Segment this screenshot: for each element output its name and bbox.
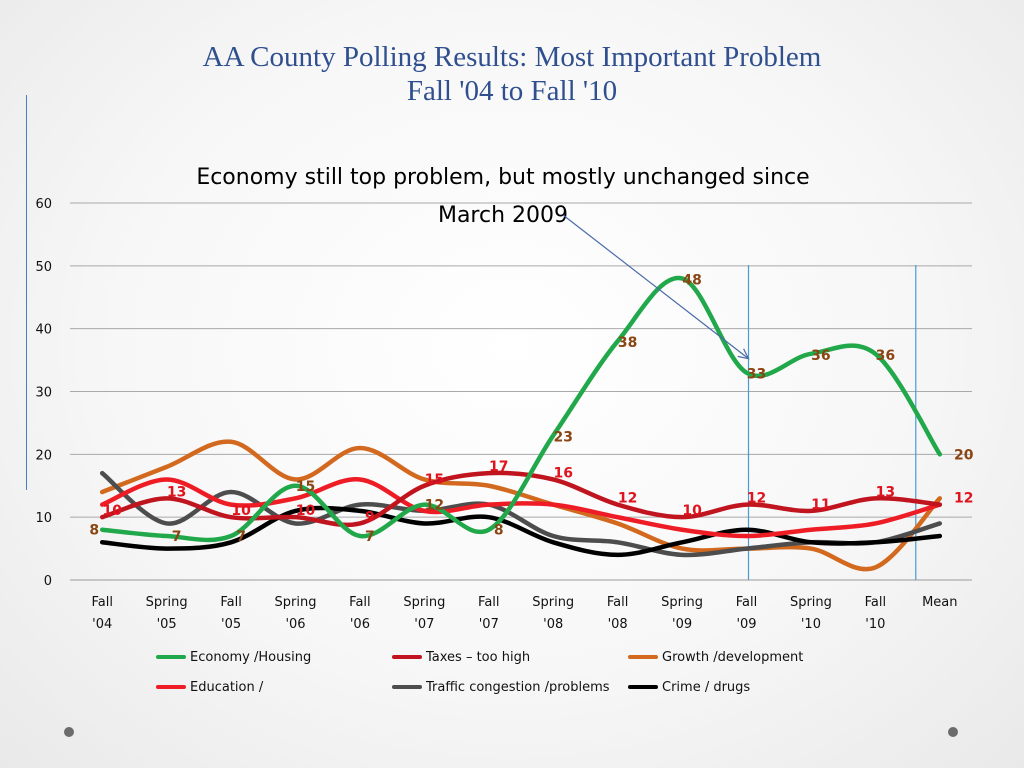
y-tick-label: 40: [35, 323, 52, 338]
x-tick-label: '08: [543, 617, 563, 632]
chart-title-line-1: Economy still top problem, but mostly un…: [196, 165, 809, 190]
y-tick-label: 10: [35, 511, 52, 526]
decorative-vertical-rule: [26, 95, 27, 490]
data-label: 7: [236, 529, 246, 545]
data-label: 36: [876, 348, 895, 364]
legend-swatch: [392, 655, 422, 659]
data-label: 9: [365, 509, 375, 525]
x-tick-label: '10: [865, 617, 885, 632]
x-tick-label: Spring: [532, 595, 574, 610]
data-label: 10: [296, 503, 316, 519]
legend-swatch: [156, 685, 186, 689]
x-tick-label: '09: [672, 617, 692, 632]
data-label: 7: [365, 529, 375, 545]
slide-nav-dot-right: [948, 727, 958, 737]
data-label: 20: [954, 447, 974, 463]
legend-item: Traffic congestion /problems: [392, 677, 610, 697]
data-label: 33: [747, 367, 766, 383]
x-tick-label: '06: [285, 617, 305, 632]
data-label: 23: [553, 429, 572, 445]
y-tick-label: 30: [35, 386, 52, 401]
legend-swatch: [392, 685, 422, 689]
data-label: 13: [167, 484, 186, 500]
legend-swatch: [628, 685, 658, 689]
legend-item: Crime / drugs: [628, 677, 750, 697]
data-label: 8: [89, 523, 99, 539]
series-line: [99, 505, 943, 558]
slide-title: AA County Polling Results: Most Importan…: [0, 40, 1024, 108]
x-tick-label: '06: [350, 617, 370, 632]
x-tick-label: Spring: [403, 595, 445, 610]
data-label: 15: [296, 479, 315, 495]
legend-label: Growth /development: [662, 649, 804, 665]
data-label: 12: [954, 491, 973, 507]
annotation-arrow-line: [562, 214, 749, 360]
x-tick-label: '05: [157, 617, 177, 632]
data-label: 7: [172, 529, 182, 545]
y-tick-label: 0: [44, 574, 52, 589]
x-tick-label: Spring: [661, 595, 703, 610]
slide-title-line-2: Fall '04 to Fall '10: [406, 75, 618, 107]
slide-nav-dot-left: [64, 727, 74, 737]
series-line: [99, 275, 943, 543]
legend-label: Traffic congestion /problems: [426, 679, 610, 695]
slide-title-line-1: AA County Polling Results: Most Importan…: [202, 41, 822, 73]
series-line: [99, 470, 943, 528]
x-tick-label: '05: [221, 617, 241, 632]
x-tick-label: Fall: [91, 595, 112, 610]
annotation-arrow-head: [737, 348, 750, 360]
legend-label: Economy /Housing: [190, 649, 312, 665]
data-label: 15: [425, 472, 444, 488]
legend-item: Growth /development: [628, 647, 803, 667]
x-tick-label: Fall: [220, 595, 241, 610]
x-tick-label: '10: [801, 617, 821, 632]
x-tick-label: Fall: [607, 595, 628, 610]
series-line: [99, 477, 943, 539]
x-tick-label: '07: [414, 617, 434, 632]
x-tick-label: Fall: [349, 595, 370, 610]
data-label: 12: [618, 491, 637, 507]
data-label: 13: [876, 484, 895, 500]
legend-item: Economy /Housing: [156, 647, 311, 667]
data-label: 12: [747, 491, 766, 507]
x-tick-label: '07: [479, 617, 499, 632]
x-tick-label: Spring: [790, 595, 832, 610]
y-tick-label: 50: [35, 260, 52, 275]
x-tick-label: Spring: [275, 595, 317, 610]
legend-item: Education /: [156, 677, 263, 697]
legend-label: Education /: [190, 679, 264, 695]
x-tick-label: Fall: [865, 595, 886, 610]
legend-item: Taxes – too high: [392, 647, 530, 667]
data-label: 10: [682, 503, 702, 519]
x-tick-label: Fall: [478, 595, 499, 610]
data-label: 16: [553, 465, 572, 481]
legend-swatch: [628, 655, 658, 659]
chart-title-line-2: March 2009: [438, 203, 568, 228]
data-label: 10: [102, 503, 122, 519]
data-label: 8: [494, 523, 504, 539]
x-tick-label: '08: [608, 617, 628, 632]
x-tick-label: '04: [92, 617, 112, 632]
data-label: 12: [425, 498, 444, 514]
y-tick-label: 20: [35, 448, 52, 463]
data-label: 11: [811, 497, 830, 513]
data-label: 48: [682, 272, 701, 288]
x-tick-label: '09: [736, 617, 756, 632]
data-label: 17: [489, 459, 508, 475]
data-label: 10: [231, 503, 251, 519]
legend-label: Taxes – too high: [426, 649, 531, 665]
x-tick-label: Mean: [922, 595, 957, 610]
data-label: 38: [618, 335, 637, 351]
data-label: 36: [811, 348, 830, 364]
legend-swatch: [156, 655, 186, 659]
y-tick-label: 60: [35, 197, 52, 212]
x-tick-label: Spring: [146, 595, 188, 610]
x-tick-label: Fall: [736, 595, 757, 610]
legend-label: Crime / drugs: [662, 679, 751, 695]
